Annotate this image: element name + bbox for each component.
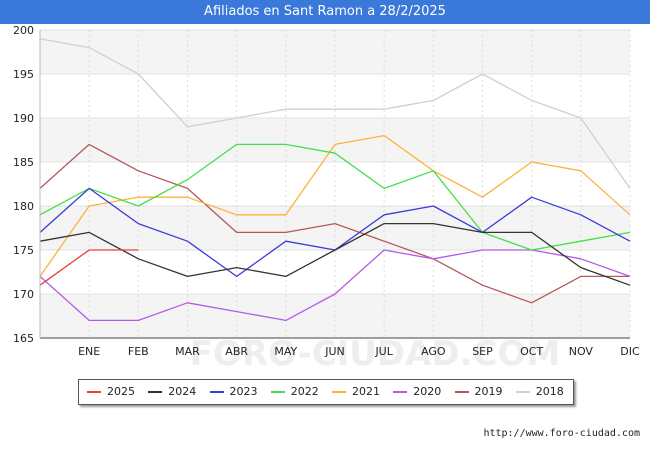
legend: 2025 2024 2023 2022 2021 2020 2019 2018 <box>78 379 574 405</box>
y-tick-label: 200 <box>13 24 34 37</box>
legend-item-2020: 2020 <box>393 380 441 404</box>
series-line-2025 <box>39 249 139 286</box>
x-tick-label: MAY <box>274 345 297 358</box>
legend-label: 2023 <box>229 385 258 398</box>
legend-item-2021: 2021 <box>332 380 380 404</box>
legend-swatch <box>393 391 408 393</box>
legend-label: 2021 <box>352 385 380 398</box>
footer-url[interactable]: http://www.foro-ciudad.com <box>483 428 640 439</box>
x-tick-label: ENE <box>78 345 100 358</box>
series-line-2021 <box>39 134 631 277</box>
legend-label: 2022 <box>290 385 319 398</box>
grid-band <box>40 206 630 250</box>
x-tick-label: ABR <box>225 345 248 358</box>
y-tick-label: 195 <box>13 68 34 81</box>
x-tick-label: AGO <box>421 345 446 358</box>
legend-swatch <box>332 391 346 393</box>
x-tick-label: DIC <box>620 345 640 358</box>
y-tick-label: 190 <box>13 112 34 125</box>
legend-item-2025: 2025 <box>87 380 135 404</box>
legend-swatch <box>87 391 101 393</box>
legend-label: 2018 <box>535 385 564 398</box>
legend-item-2023: 2023 <box>209 380 258 404</box>
legend-label: 2019 <box>474 385 503 398</box>
y-tick-label: 180 <box>13 200 34 213</box>
watermark: FORO-CIUDAD.COM <box>190 334 561 374</box>
x-tick-label: JUN <box>324 345 345 358</box>
legend-item-2018: 2018 <box>515 380 564 404</box>
legend-swatch <box>148 391 163 393</box>
legend-label: 2020 <box>413 385 442 398</box>
series-line-2024 <box>39 222 631 286</box>
legend-item-2019: 2019 <box>454 380 503 404</box>
series-line-2018 <box>39 38 631 189</box>
x-tick-label: FEB <box>128 345 149 358</box>
legend-swatch <box>270 391 285 393</box>
series-line-2022 <box>39 143 631 251</box>
x-tick-label: OCT <box>520 345 543 358</box>
x-tick-label: NOV <box>569 345 594 358</box>
x-tick-label: MAR <box>175 345 200 358</box>
legend-swatch <box>209 391 224 393</box>
legend-item-2022: 2022 <box>270 380 319 404</box>
y-tick-label: 170 <box>13 288 34 301</box>
x-tick-label: JUL <box>374 345 393 358</box>
legend-swatch <box>454 391 469 393</box>
y-tick-label: 175 <box>13 244 34 257</box>
legend-item-2024: 2024 <box>148 380 196 404</box>
x-tick-label: SEP <box>472 345 493 358</box>
legend-swatch <box>515 391 530 393</box>
y-tick-label: 185 <box>13 156 34 169</box>
chart-title: Afiliados en Sant Ramon a 28/2/2025 <box>0 0 650 24</box>
y-tick-label: 165 <box>13 332 34 345</box>
legend-label: 2025 <box>107 385 135 398</box>
legend-label: 2024 <box>168 385 197 398</box>
series-line-2019 <box>39 143 630 304</box>
